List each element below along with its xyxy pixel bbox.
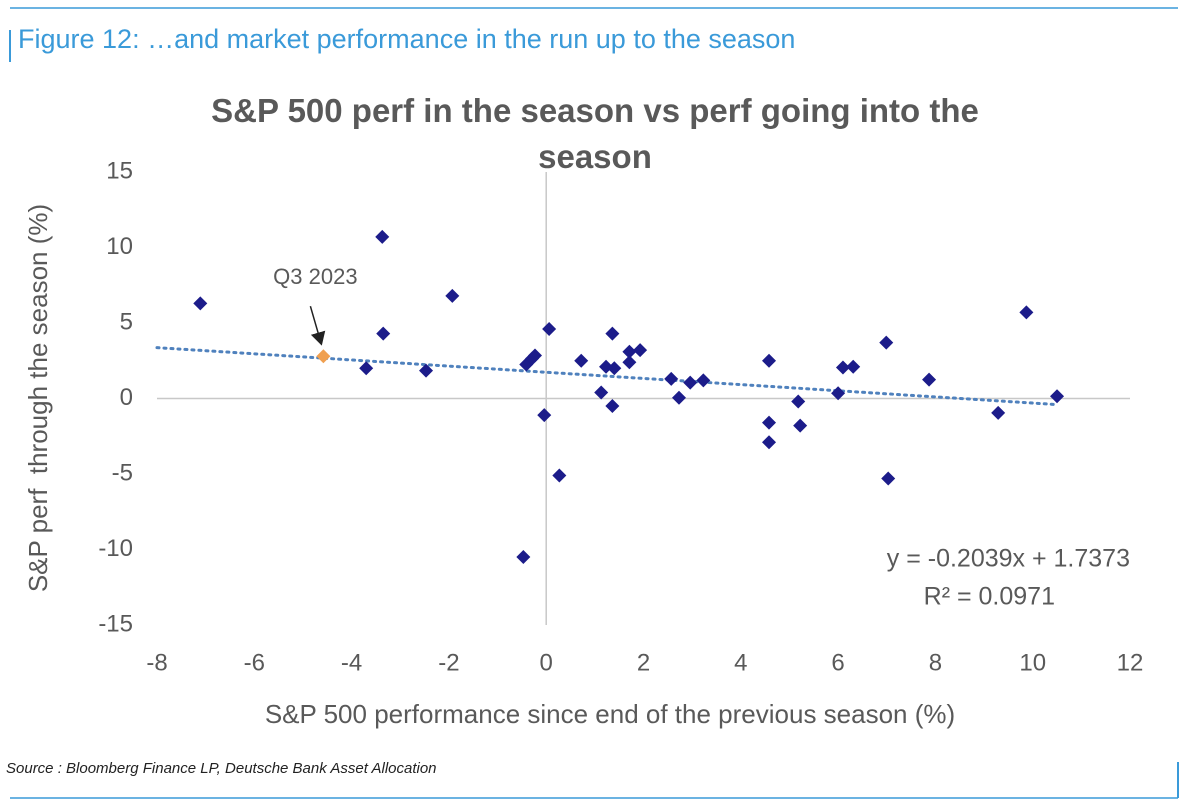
y-tick-label: 5	[120, 308, 133, 335]
x-tick-label: 6	[831, 649, 844, 676]
data-point	[419, 363, 434, 378]
data-point	[622, 344, 637, 359]
x-tick-label: 10	[1019, 649, 1046, 676]
data-point	[672, 390, 687, 405]
data-point	[193, 296, 208, 311]
annotation-arrow	[309, 306, 326, 346]
data-point	[762, 415, 777, 430]
chart-title: S&P 500 perf in the season vs perf going…	[211, 92, 979, 175]
y-tick-label: -5	[112, 459, 133, 486]
data-point	[831, 386, 846, 401]
y-tick-label: -10	[98, 535, 133, 562]
y-axis-label: S&P perf through the season (%)	[23, 204, 53, 592]
data-point	[528, 348, 543, 363]
y-tick-label: 10	[106, 233, 133, 260]
data-point	[537, 408, 552, 423]
data-point	[664, 371, 679, 386]
data-point	[922, 372, 937, 387]
data-point	[879, 335, 894, 350]
data-point	[445, 288, 460, 303]
data-point	[633, 343, 648, 358]
annotation-label: Q3 2023	[273, 264, 357, 289]
x-tick-label: 0	[540, 649, 553, 676]
data-point	[762, 353, 777, 368]
data-point	[607, 361, 622, 376]
y-tick-label: 0	[120, 384, 133, 411]
data-point	[605, 326, 620, 341]
x-tick-label: 12	[1117, 649, 1144, 676]
data-point	[622, 355, 637, 370]
data-point	[846, 359, 861, 374]
data-point	[1050, 389, 1065, 404]
x-tick-label: -2	[438, 649, 459, 676]
data-point	[574, 353, 589, 368]
data-point	[376, 326, 391, 341]
data-point	[542, 322, 557, 337]
data-point	[516, 550, 531, 565]
data-point	[605, 399, 620, 414]
y-tick-label: -15	[98, 610, 133, 637]
data-point	[359, 361, 374, 376]
source-note: Source : Bloomberg Finance LP, Deutsche …	[6, 760, 437, 777]
data-point	[991, 405, 1006, 420]
data-point	[762, 435, 777, 450]
data-point	[375, 229, 390, 244]
x-axis-label: S&P 500 performance since end of the pre…	[265, 699, 955, 729]
x-tick-label: -8	[146, 649, 167, 676]
data-point	[1019, 305, 1034, 320]
x-tick-label: -4	[341, 649, 362, 676]
data-point	[835, 360, 850, 375]
data-point	[552, 468, 567, 483]
x-tick-label: 8	[929, 649, 942, 676]
highlight-point	[316, 349, 331, 364]
trendline	[155, 346, 1059, 407]
data-point	[791, 394, 806, 409]
data-point	[696, 373, 711, 388]
data-point	[594, 385, 609, 400]
data-point	[683, 375, 698, 390]
x-tick-label: -6	[244, 649, 265, 676]
data-point	[881, 471, 896, 486]
trend-r-squared: R² = 0.0971	[924, 583, 1055, 611]
figure-label: Figure 12: …and market performance in th…	[18, 24, 796, 54]
x-tick-label: 4	[734, 649, 747, 676]
trend-equation: y = -0.2039x + 1.7373	[887, 545, 1130, 573]
x-tick-label: 2	[637, 649, 650, 676]
y-tick-label: 15	[106, 157, 133, 184]
data-point	[793, 418, 808, 433]
